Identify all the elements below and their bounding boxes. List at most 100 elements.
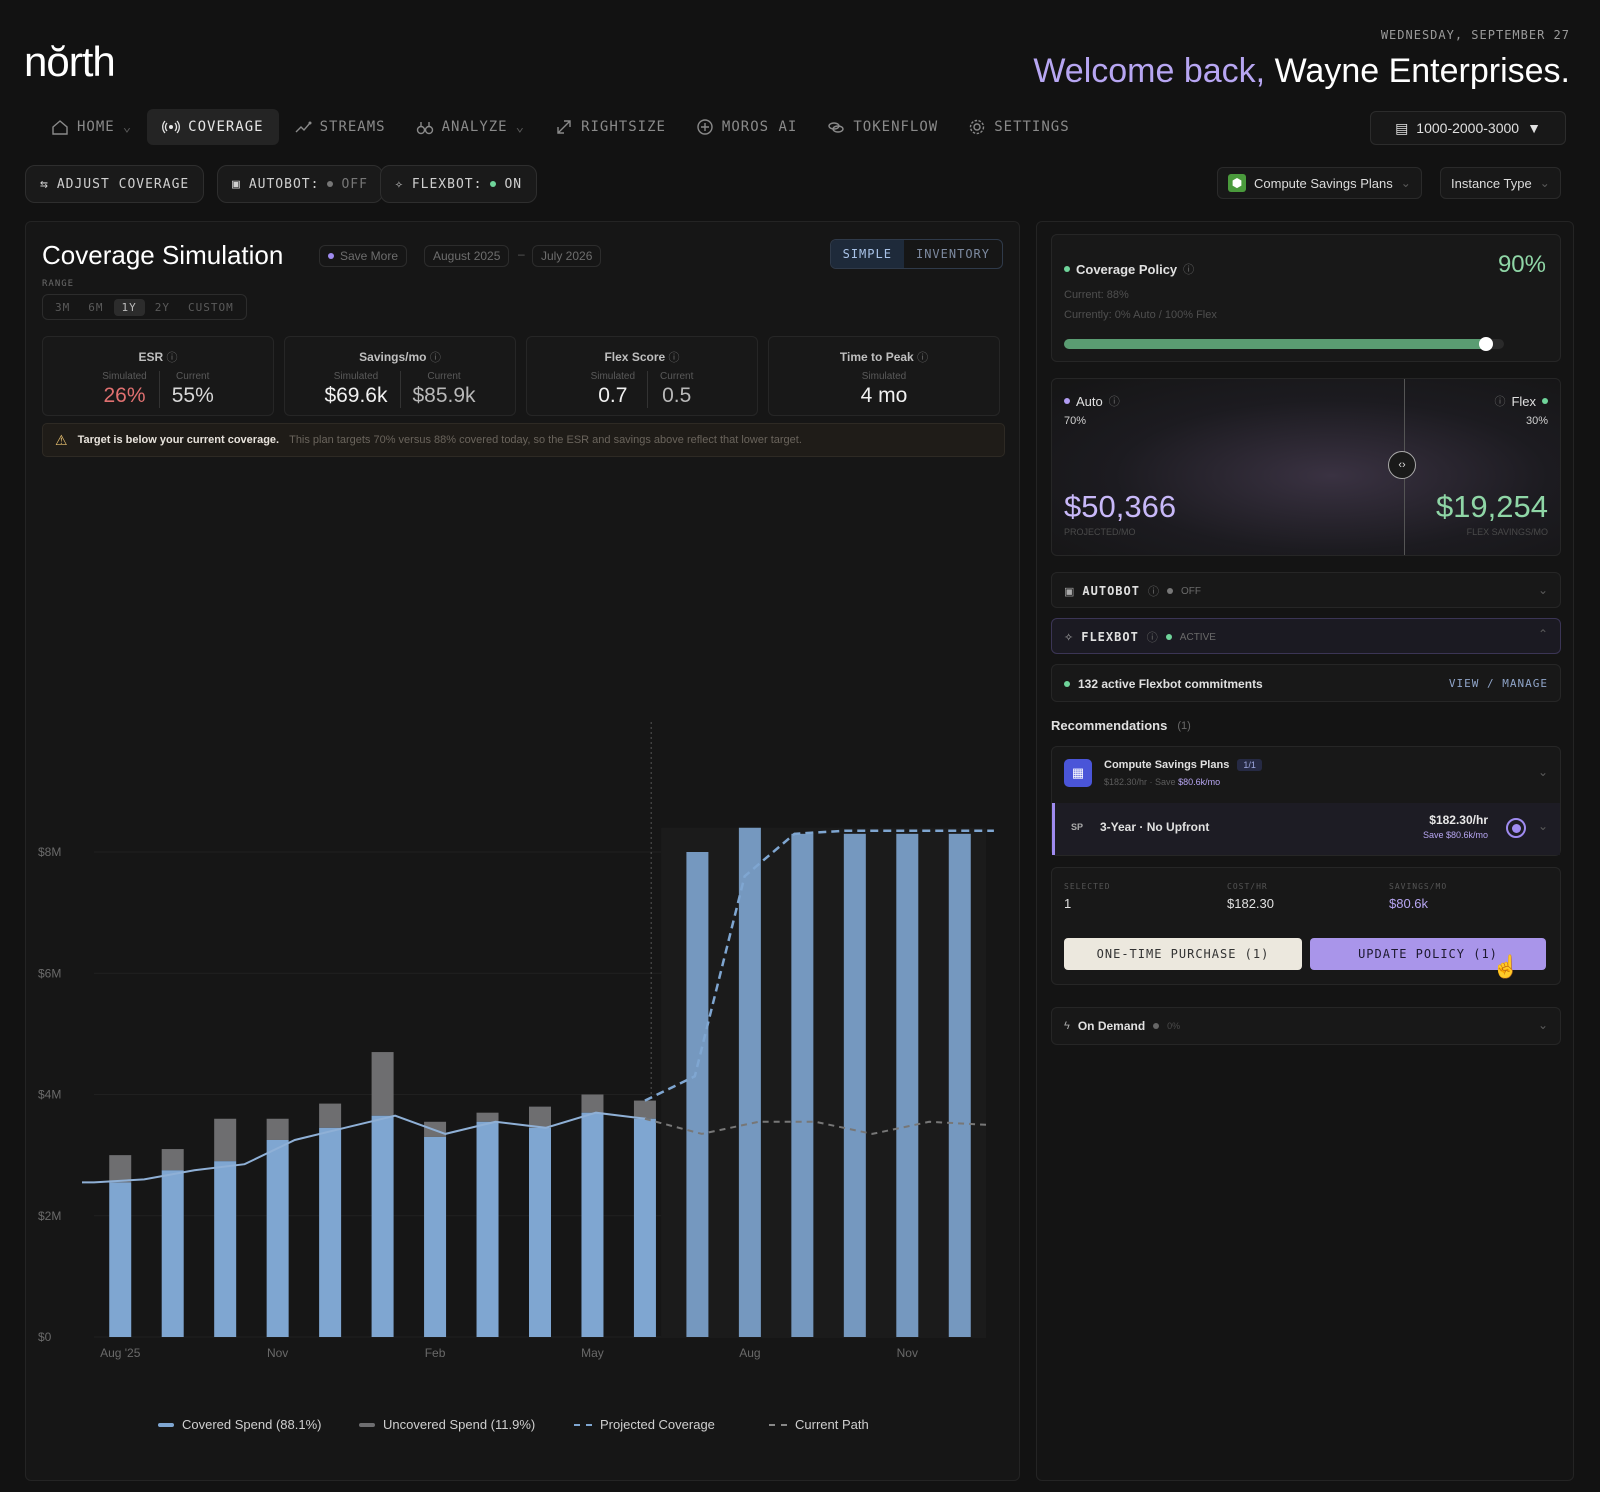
flexbot-row-state: ACTIVE [1179,631,1216,643]
kpi-sub-label: Simulated [861,371,907,382]
policy-currently: Currently: 0% Auto / 100% Flex [1064,309,1217,321]
kpi-values: Simulated 26% Current 55% [43,371,273,408]
nav-item-tokenflow[interactable]: TOKENFLOW [812,109,953,145]
update-policy-button[interactable]: UPDATE POLICY (1) [1310,938,1546,970]
save-more-tag[interactable]: Save More [319,245,408,267]
option-radio[interactable] [1506,818,1526,838]
autobot-toggle[interactable]: ▣ AUTOBOT: OFF [217,165,383,203]
autobot-row[interactable]: ▣ AUTOBOT ⓘ OFF ⌄ [1051,572,1561,608]
date-from[interactable]: August 2025 [424,245,510,267]
range-6m[interactable]: 6M [88,300,104,314]
plan-sub-text: $182.30/hr · Save [1104,777,1176,787]
north-logo[interactable]: nŏrth [24,38,116,85]
covered-bar [214,1161,237,1337]
view-manage-link[interactable]: VIEW / MANAGE [1448,677,1548,690]
policy-slider-track[interactable] [1064,337,1504,351]
kpi-sub-label: Simulated [102,371,147,382]
recommendation-card: ▦ Compute Savings Plans 1/1 $182.30/hr ·… [1051,746,1561,856]
warning-text: This plan targets 70% versus 88% covered… [289,434,802,446]
info-icon[interactable]: ⓘ [429,352,441,364]
flexbot-row-header: ✧ FLEXBOT ⓘ ACTIVE [1064,629,1216,645]
nav-item-home[interactable]: HOME ⌄ [36,109,147,145]
kpi-col: Simulated $69.6k [312,371,399,408]
account-selector[interactable]: ▤ 1000-2000-3000 ▼ [1370,111,1566,145]
range-1y[interactable]: 1Y [113,298,145,316]
nav-item-streams[interactable]: STREAMS [279,109,401,145]
info-icon[interactable]: ⓘ [1183,264,1195,276]
legend-projected: Projected Coverage [574,1417,715,1432]
y-tick-label: $6M [38,966,61,980]
info-icon[interactable]: ⓘ [1147,586,1159,598]
nav-item-moros-ai[interactable]: MOROS AI [681,109,812,145]
nav-label: STREAMS [319,119,386,135]
info-icon[interactable]: ⓘ [668,352,680,364]
date-to[interactable]: July 2026 [532,245,602,267]
chevron-down-icon[interactable]: ⌄ [1537,765,1548,779]
nav-item-settings[interactable]: SETTINGS [953,109,1084,145]
nav-label: SETTINGS [994,119,1070,135]
legend-current-path-label: Current Path [795,1417,869,1432]
info-icon[interactable]: ⓘ [166,352,178,364]
plan-save: $80.6k/mo [1178,777,1221,787]
flexbot-row[interactable]: ✧ FLEXBOT ⓘ ACTIVE ⌃ [1051,618,1561,654]
info-icon[interactable]: ⓘ [1146,632,1158,644]
plan-option-row[interactable]: SP 3-Year · No Upfront $182.30/hr Save $… [1052,803,1560,855]
nav-item-analyze[interactable]: ANALYZE ⌄ [401,109,540,145]
x-tick-label: Nov [267,1346,288,1360]
info-icon[interactable]: ⓘ [1494,396,1506,408]
flexbot-icon: ✧ [395,176,404,192]
kpi-values: Simulated $69.6k Current $85.9k [285,371,515,408]
range-3m[interactable]: 3M [55,300,71,314]
nav-item-rightsize[interactable]: RIGHTSIZE [540,109,681,145]
recommendations-header: Recommendations (1) [1051,718,1191,733]
flexbot-toggle[interactable]: ✧ FLEXBOT: ON [380,165,538,203]
covered-bar [581,1112,604,1337]
autobot-label: AUTOBOT: [248,176,320,192]
covered-trend-line [81,1111,647,1184]
kpi-sub-label: Simulated [590,371,636,382]
commitments-dot [1064,681,1070,687]
flex-label: Flex [1511,393,1536,409]
welcome-message: Welcome back, Wayne Enterprises. [1033,52,1570,91]
x-tick-label: Nov [897,1346,918,1360]
on-demand-row[interactable]: ϟ On Demand 0% ⌄ [1051,1007,1561,1045]
covered-bar [371,1115,394,1337]
caret-down-icon: ▼ [1527,120,1541,136]
instance-type-dropdown[interactable]: Instance Type ⌄ [1440,167,1561,199]
chevron-up-icon: ⌃ [1537,627,1548,641]
plan-name: Compute Savings Plans [1104,759,1230,771]
chevron-down-icon[interactable]: ⌄ [1537,819,1548,833]
mode-inventory[interactable]: INVENTORY [915,247,990,261]
projected-coverage-line [644,829,994,1102]
plan-filter-value: Compute Savings Plans [1254,175,1393,191]
flex-sub: FLEX SAVINGS/MO [1466,527,1548,537]
covered-bar [791,833,814,1337]
nav-item-coverage[interactable]: COVERAGE [147,109,279,145]
nav-label: HOME [77,119,115,135]
adjust-coverage-button[interactable]: ⇆ ADJUST COVERAGE [25,165,205,203]
one-time-purchase-button[interactable]: ONE-TIME PURCHASE (1) [1064,938,1302,970]
x-tick-label: Aug [739,1346,760,1360]
mode-simple[interactable]: SIMPLE [830,240,904,268]
radio-selected-dot [1511,823,1521,833]
x-tick-label: Feb [425,1346,446,1360]
legend-projected-label: Projected Coverage [600,1417,715,1432]
legend-uncovered: Uncovered Spend (11.9%) [359,1417,535,1432]
range-label: RANGE [42,279,75,289]
split-handle-icon[interactable]: ‹› [1388,451,1416,479]
autobot-status-dot [327,181,334,187]
pointer-cursor-icon: ☝ [1492,954,1520,979]
covered-bar [738,827,761,1337]
nav-label: RIGHTSIZE [581,119,666,135]
range-custom[interactable]: CUSTOM [188,300,234,314]
info-icon[interactable]: ⓘ [917,352,929,364]
legend-covered: Covered Spend (88.1%) [158,1417,321,1432]
range-2y[interactable]: 2Y [154,300,170,314]
info-icon[interactable]: ⓘ [1108,396,1120,408]
covered-bar [529,1127,551,1337]
option-name: 3-Year · No Upfront [1100,820,1210,834]
kpi-value: 4 mo [860,384,908,407]
y-tick-label: $8M [38,845,61,859]
policy-slider-handle[interactable] [1479,337,1494,351]
plan-filter-dropdown[interactable]: ⬢ Compute Savings Plans ⌄ [1217,167,1422,199]
